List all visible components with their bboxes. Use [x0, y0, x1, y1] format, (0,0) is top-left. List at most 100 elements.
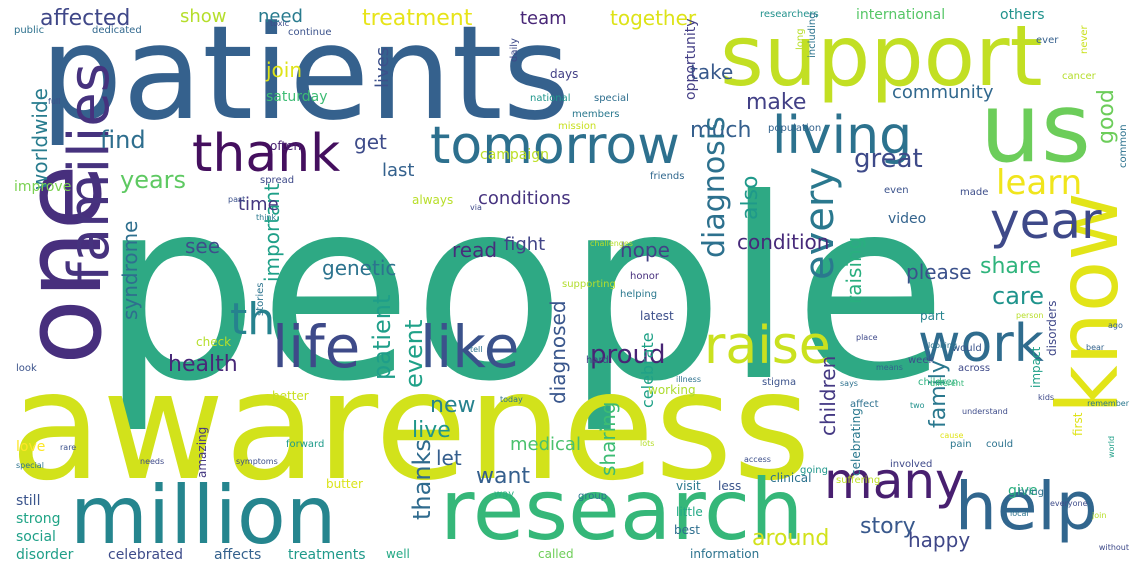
word-get: get [354, 130, 387, 154]
word-join: join [1092, 511, 1107, 520]
word-says: says [840, 379, 858, 388]
word-person: person [1016, 311, 1044, 320]
word-daily: daily [509, 38, 520, 62]
word-less: less [718, 479, 742, 493]
word-spread: spread [260, 175, 295, 186]
word-common: common [1118, 124, 1129, 168]
word-love: love [16, 439, 46, 455]
word-great: great [854, 144, 923, 174]
word-two: two [910, 401, 925, 410]
word-syndrome: syndrome [118, 220, 142, 320]
word-helping: helping [620, 289, 658, 300]
word-campaign: campaign [480, 147, 550, 163]
word-condition: condition [737, 230, 830, 254]
word-family: family [926, 360, 951, 428]
word-every: every [797, 166, 843, 280]
word-tomorrow: tomorrow [430, 116, 680, 176]
word-story: story [860, 514, 916, 539]
word-together: together [610, 6, 697, 30]
word-thanks: thanks [408, 439, 436, 520]
word-bring: bring [1018, 487, 1044, 498]
word-group: group [578, 491, 608, 502]
word-community: community [892, 82, 994, 103]
word-would: would [952, 343, 982, 354]
word-show: show [180, 6, 227, 27]
word-give: give [1008, 483, 1038, 499]
word-amazing: amazing [195, 426, 209, 478]
word-challenges: challenges [590, 239, 633, 248]
word-cause: cause [940, 431, 964, 440]
word-friends: friends [650, 171, 685, 182]
word-looking: looking [928, 341, 958, 350]
word-cancer: cancer [1062, 71, 1096, 82]
word-understand: understand [962, 407, 1008, 416]
word-good: good [1094, 89, 1119, 144]
word-hope: hope [620, 238, 670, 262]
word-celebrated: celebrated [108, 547, 184, 563]
word-butter: butter [326, 477, 363, 491]
word-patients: patients [40, 0, 571, 149]
word-could: could [986, 439, 1014, 450]
word-tell: tell [470, 345, 483, 354]
word-ever: ever [1036, 35, 1059, 46]
word-going: going [800, 465, 828, 476]
word-time: time [238, 194, 279, 215]
word-visit: visit [676, 479, 701, 493]
word-awareness: awareness [10, 340, 811, 514]
word-always: always [412, 193, 454, 207]
word-stigma: stigma [762, 377, 797, 388]
word-involved: involved [890, 459, 933, 470]
word-think: think [256, 213, 277, 222]
word-children: children [816, 355, 840, 436]
word-impact: impact [1029, 346, 1043, 388]
word-better: better [272, 389, 309, 403]
word-see: see [185, 234, 221, 258]
word-support: support [720, 7, 1043, 105]
word-worldwide: worldwide [28, 88, 52, 190]
word-today: today [500, 395, 523, 404]
word-place: place [856, 333, 878, 342]
word-video: video [888, 211, 927, 227]
word-via: via [470, 203, 482, 212]
word-forward: forward [286, 439, 325, 450]
word-raising: raising [842, 236, 866, 304]
word-made: made [960, 187, 989, 198]
word-including: including [807, 12, 818, 58]
word-strong: strong [16, 511, 61, 527]
word-happy: happy [908, 528, 971, 552]
word-symptoms: symptoms [236, 457, 278, 466]
word-find: find [100, 126, 146, 154]
word-look: look [16, 363, 37, 374]
word-even: even [884, 185, 909, 196]
word-disorder: disorder [16, 547, 74, 563]
word-read: read [452, 238, 498, 262]
word-thank: thank [192, 124, 341, 184]
word-families: families [57, 63, 122, 282]
word-medical: medical [510, 434, 581, 455]
word-let: let [436, 446, 462, 470]
word-want: want [476, 464, 531, 489]
word-means: means [876, 363, 903, 372]
word-part: part [920, 309, 945, 323]
word-without: without [1098, 543, 1129, 552]
word-well: well [386, 547, 410, 561]
word-lots: lots [640, 439, 655, 448]
word-supporting: supporting [562, 279, 616, 290]
word-ago: ago [1108, 321, 1123, 330]
word-fight: fight [504, 234, 546, 255]
word-conditions: conditions [478, 188, 571, 209]
word-working: working [648, 383, 696, 397]
word-year: year [990, 192, 1102, 250]
word-called: called [538, 547, 574, 561]
word-little: little [676, 505, 703, 519]
word-members: members [572, 109, 620, 120]
word-life: life [272, 313, 361, 381]
word-research: research [440, 461, 804, 559]
word-need: need [258, 6, 303, 27]
word-check: check [196, 335, 232, 349]
word-toxic: toxic [270, 19, 290, 28]
word-local: local [1010, 509, 1029, 518]
word-others: others [1000, 7, 1045, 23]
word-remember: remember [1087, 399, 1129, 408]
